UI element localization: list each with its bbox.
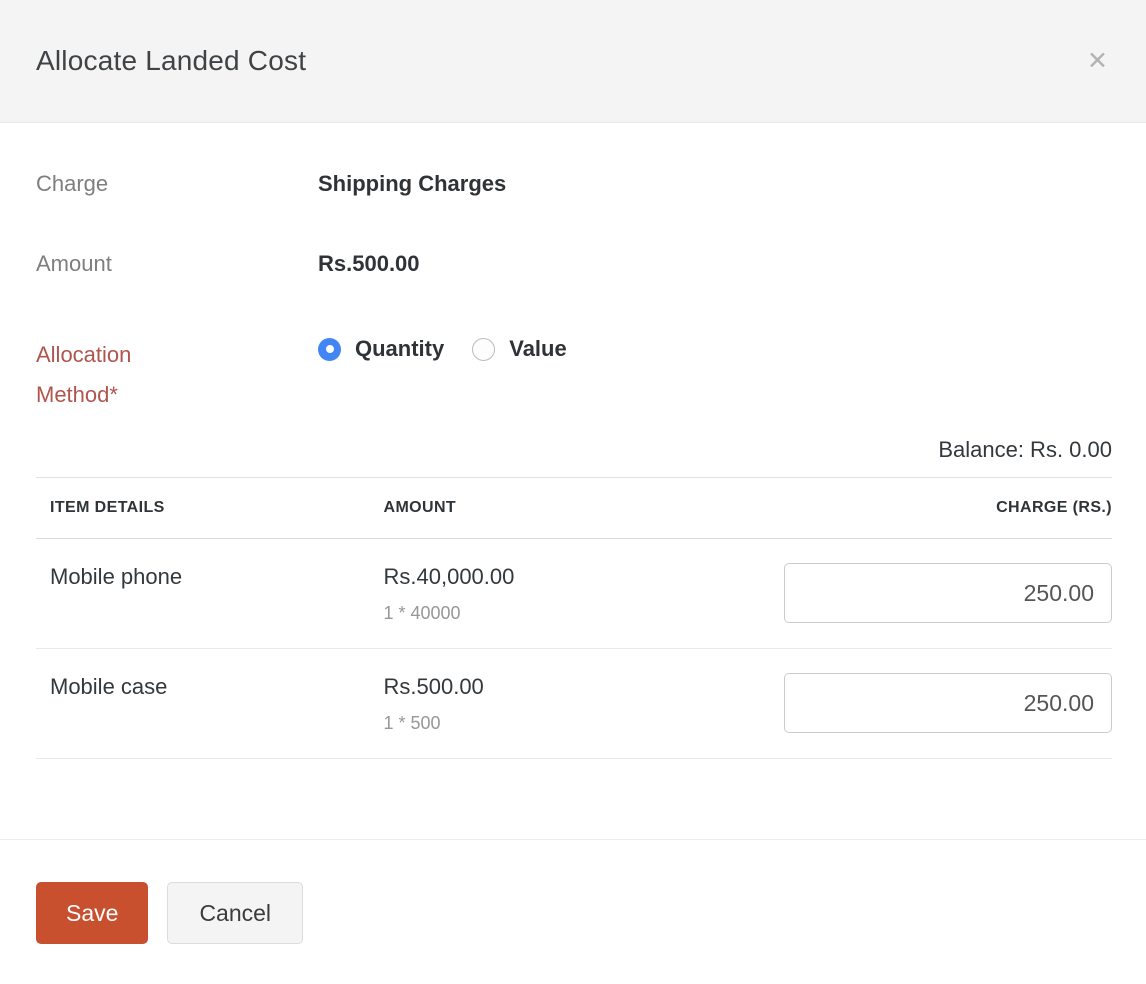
save-button[interactable]: Save [36,882,149,944]
charge-label: Charge [36,171,109,196]
dialog-title: Allocate Landed Cost [36,45,307,76]
items-table: ITEM DETAILS AMOUNT CHARGE (RS.) Mobile … [36,477,1112,759]
item-calc: 1 * 500 [383,713,441,733]
item-amount: Rs.500.00 [383,674,484,699]
value-radio[interactable] [472,337,496,361]
allocation-method-row: Allocation Method* Quantity Value [36,335,1112,415]
cancel-button[interactable]: Cancel [167,882,304,944]
charge-input-row-2[interactable] [784,673,1112,733]
charge-value: Shipping Charges [318,171,507,196]
dialog-header: Allocate Landed Cost ✕ [0,0,1146,123]
item-name: Mobile phone [50,564,183,589]
close-icon[interactable]: ✕ [1087,46,1108,75]
radio-dot [325,345,334,353]
amount-label: Amount [36,251,112,276]
amount-value: Rs.500.00 [318,251,420,276]
table-row: Mobile phone Rs.40,000.00 1 * 40000 [36,538,1112,649]
dialog-footer: Save Cancel [0,839,1146,944]
quantity-radio-label[interactable]: Quantity [355,336,445,361]
item-name: Mobile case [50,674,168,699]
item-amount: Rs.40,000.00 [383,564,515,589]
item-calc: 1 * 40000 [383,603,461,623]
quantity-radio[interactable] [318,337,341,361]
charge-row: Charge Shipping Charges [36,169,1112,199]
amount-row: Amount Rs.500.00 [36,249,1112,279]
allocation-method-label: Allocation Method* [36,342,132,407]
table-header-row: ITEM DETAILS AMOUNT CHARGE (RS.) [36,477,1112,539]
table-row: Mobile case Rs.500.00 1 * 500 [36,648,1112,759]
balance-text: Balance: Rs. 0.00 [938,437,1112,462]
header-charge: CHARGE (RS.) [770,477,1112,539]
header-item-details: ITEM DETAILS [36,477,370,539]
charge-input-row-1[interactable] [784,563,1112,623]
allocate-landed-cost-dialog: Allocate Landed Cost ✕ Charge Shipping C… [0,0,1146,944]
footer-spacer [0,759,1146,839]
value-radio-label[interactable]: Value [509,336,567,361]
header-amount: AMOUNT [369,477,770,539]
dialog-body: Charge Shipping Charges Amount Rs.500.00… [0,123,1146,759]
allocation-method-radio-group: Quantity Value [318,335,567,362]
